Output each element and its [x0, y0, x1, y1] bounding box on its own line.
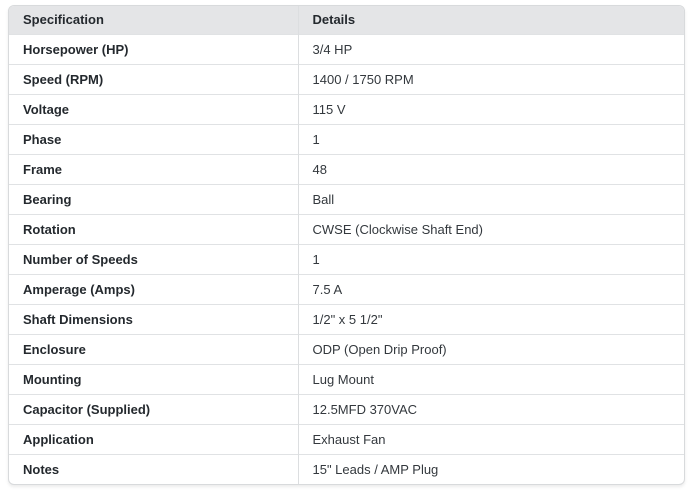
spec-name-cell: Voltage	[23, 101, 69, 117]
spec-value-cell: Exhaust Fan	[297, 424, 684, 454]
spec-name-cell: Shaft Dimensions	[23, 311, 133, 327]
spec-name-cell: Number of Speeds	[23, 251, 138, 267]
table-row: Amperage (Amps) 7.5 A	[9, 274, 684, 304]
spec-name-cell: Mounting	[23, 371, 82, 387]
spec-value-cell: 1/2" x 5 1/2"	[297, 304, 684, 334]
table-row: Shaft Dimensions 1/2" x 5 1/2"	[9, 304, 684, 334]
spec-name-cell: Capacitor (Supplied)	[23, 401, 151, 417]
spec-name-cell: Frame	[23, 161, 63, 177]
spec-name-cell: Enclosure	[23, 341, 86, 357]
table-body: Horsepower (HP) 3/4 HP Speed (RPM) 1400 …	[9, 34, 684, 484]
spec-value-cell: Ball	[297, 184, 684, 214]
table-row: Mounting Lug Mount	[9, 364, 684, 394]
spec-value-cell: 12.5MFD 370VAC	[297, 394, 684, 424]
spec-name-cell: Bearing	[23, 191, 72, 207]
table-row: Horsepower (HP) 3/4 HP	[9, 34, 684, 64]
table-row: Number of Speeds 1	[9, 244, 684, 274]
table-row: Phase 1	[9, 124, 684, 154]
column-header-specification: Specification	[9, 6, 298, 34]
spec-value-cell: 7.5 A	[297, 274, 684, 304]
table-row: Bearing Ball	[9, 184, 684, 214]
header-row: Specification Details	[9, 6, 684, 34]
table-row: Notes 15" Leads / AMP Plug	[9, 454, 684, 484]
spec-value-cell: 115 V	[297, 94, 684, 124]
table-row: Rotation CWSE (Clockwise Shaft End)	[9, 214, 684, 244]
spec-name-cell: Application	[23, 431, 94, 447]
spec-name-cell: Speed (RPM)	[23, 71, 104, 87]
spec-value-cell: ODP (Open Drip Proof)	[297, 334, 684, 364]
column-header-details: Details	[297, 6, 684, 34]
table-row: Capacitor (Supplied) 12.5MFD 370VAC	[9, 394, 684, 424]
table-row: Application Exhaust Fan	[9, 424, 684, 454]
specifications-table: Specification Details Horsepower (HP) 3/…	[8, 5, 685, 485]
spec-value-cell: 48	[297, 154, 684, 184]
spec-value-cell: CWSE (Clockwise Shaft End)	[297, 214, 684, 244]
spec-name-cell: Amperage (Amps)	[23, 281, 135, 297]
spec-value-cell: 1	[297, 244, 684, 274]
spec-name-cell: Phase	[23, 131, 62, 147]
spec-value-cell: 15" Leads / AMP Plug	[297, 454, 684, 484]
table-row: Frame 48	[9, 154, 684, 184]
spec-name-cell: Rotation	[23, 221, 76, 237]
table-header: Specification Details	[9, 6, 684, 34]
spec-name-cell: Notes	[23, 461, 60, 477]
spec-table: Specification Details Horsepower (HP) 3/…	[9, 6, 684, 484]
table-row: Voltage 115 V	[9, 94, 684, 124]
spec-value-cell: 1	[297, 124, 684, 154]
table-row: Speed (RPM) 1400 / 1750 RPM	[9, 64, 684, 94]
spec-value-cell: 3/4 HP	[297, 34, 684, 64]
spec-name-cell: Horsepower (HP)	[23, 41, 129, 57]
table-row: Enclosure ODP (Open Drip Proof)	[9, 334, 684, 364]
spec-value-cell: 1400 / 1750 RPM	[297, 64, 684, 94]
spec-value-cell: Lug Mount	[297, 364, 684, 394]
